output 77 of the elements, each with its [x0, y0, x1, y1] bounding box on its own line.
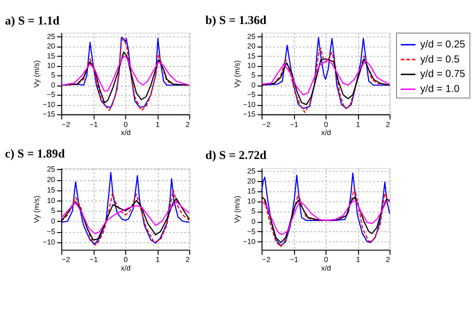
- x-tick-label: 2: [386, 120, 390, 129]
- line-series: [60, 200, 190, 234]
- x-tick-label: 1: [156, 120, 160, 129]
- y-tick-label: 20: [247, 42, 256, 51]
- chart-title: b) S = 1.36d: [205, 12, 267, 27]
- y-tick-label: 10: [247, 196, 256, 206]
- x-tick-label: −2: [262, 120, 270, 129]
- y-tick-label: 15: [247, 51, 256, 60]
- x-tick-label: 1: [156, 255, 160, 264]
- y-tick-label: 15: [46, 185, 56, 194]
- line-series: [261, 198, 390, 236]
- y-tick-label: −5: [46, 90, 56, 100]
- line-series: [60, 172, 190, 245]
- x-tick-label: −2: [62, 255, 70, 264]
- y-tick-label: −5: [46, 226, 56, 236]
- y-tick-label: 5: [51, 206, 56, 216]
- x-axis-title: x/d: [120, 128, 131, 138]
- y-tick-label: −10: [42, 237, 56, 246]
- x-tick-label: −2: [62, 120, 70, 129]
- legend-label: y/d = 0.25: [420, 39, 466, 50]
- x-tick-label: −2: [262, 255, 270, 264]
- y-axis-title: Vy (m/s): [32, 60, 41, 88]
- legend-label: y/d = 1.0: [420, 84, 460, 96]
- x-tick-label: 0: [324, 255, 328, 264]
- x-tick-label: −1: [89, 120, 98, 129]
- y-tick-label: 25: [46, 32, 56, 41]
- y-tick-label: 10: [247, 61, 256, 70]
- y-tick-label: 0: [51, 80, 56, 90]
- y-tick-label: 15: [247, 186, 256, 196]
- x-axis-title: x/d: [321, 128, 331, 138]
- x-tick-label: 2: [186, 255, 190, 264]
- x-tick-label: 2: [386, 255, 390, 264]
- x-tick-label: 1: [356, 120, 360, 129]
- x-tick-label: −1: [290, 255, 298, 264]
- y-tick-label: 25: [247, 166, 256, 176]
- y-axis-title: Vy (m/s): [32, 196, 41, 224]
- y-tick-label: 20: [247, 176, 256, 186]
- y-tick-label: −5: [247, 226, 256, 236]
- x-tick-label: 0: [124, 120, 128, 129]
- x-tick-label: −1: [89, 255, 98, 264]
- y-tick-label: 0: [251, 80, 256, 90]
- chart-title: d) S = 2.72d: [205, 148, 267, 162]
- y-tick-label: −10: [42, 100, 56, 109]
- x-tick-label: 0: [124, 255, 128, 264]
- line-series: [261, 59, 390, 96]
- y-tick-label: 15: [46, 51, 56, 60]
- y-tick-label: 20: [46, 175, 56, 184]
- y-tick-label: −10: [242, 236, 256, 246]
- chart-title: a) S = 1.1d: [5, 13, 60, 28]
- x-tick-label: −1: [290, 120, 298, 129]
- y-tick-label: 0: [51, 216, 56, 226]
- y-tick-label: 20: [46, 42, 56, 51]
- legend-label: y/d = 0.5: [420, 54, 460, 66]
- y-tick-label: −10: [242, 100, 256, 109]
- y-tick-label: −5: [247, 90, 256, 100]
- line-series: [60, 190, 190, 246]
- y-tick-label: −15: [242, 110, 256, 119]
- y-axis-title: Vy (m/s): [232, 60, 242, 88]
- x-tick-label: 2: [186, 120, 190, 129]
- y-tick-label: 5: [251, 206, 256, 216]
- y-tick-label: 5: [251, 70, 256, 80]
- line-series: [60, 55, 190, 92]
- line-series: [261, 188, 390, 248]
- y-tick-label: −15: [42, 110, 56, 119]
- y-tick-label: 25: [46, 164, 56, 174]
- chart-title: c) S = 1.89d: [5, 146, 66, 160]
- legend-label: y/d = 0.75: [420, 69, 466, 80]
- x-tick-label: 1: [356, 255, 360, 264]
- x-axis-title: x/d: [321, 264, 331, 273]
- x-tick-label: 0: [324, 120, 328, 129]
- y-tick-label: 10: [46, 196, 56, 205]
- y-tick-label: 5: [51, 70, 56, 80]
- y-tick-label: 10: [46, 61, 56, 70]
- y-tick-label: 0: [251, 216, 256, 226]
- y-tick-label: 25: [247, 32, 256, 41]
- x-axis-title: x/d: [120, 264, 131, 273]
- y-axis-title: Vy (m/s): [232, 196, 242, 224]
